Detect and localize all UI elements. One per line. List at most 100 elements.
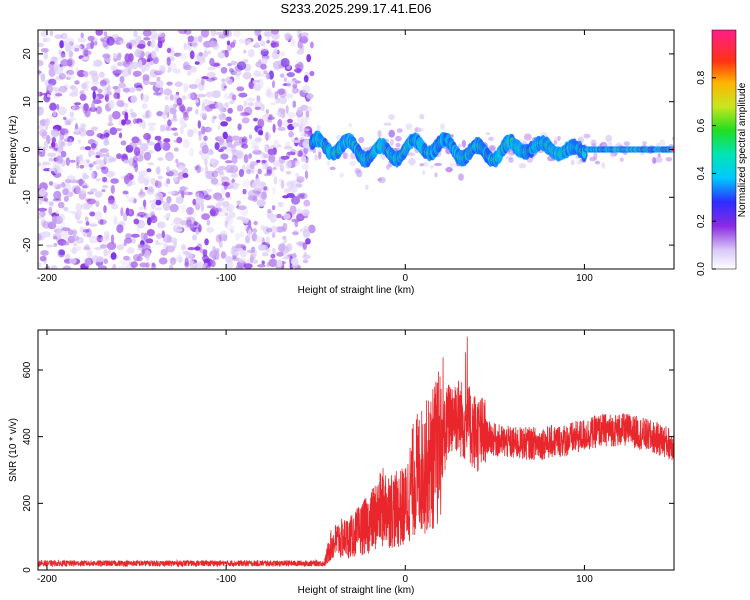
noise-blob [45,200,54,205]
noise-blob [280,57,290,68]
noise-blob [110,252,117,260]
x-tick-label: -200 [37,273,57,284]
signal-halo [659,139,665,147]
noise-blob [63,116,67,120]
noise-blob [229,68,234,73]
signal-halo [329,166,336,171]
noise-blob [166,235,172,243]
noise-blob [231,178,235,184]
figure-title: S233.2025.299.17.41.E06 [280,1,432,16]
noise-blob [107,122,114,127]
noise-blob [52,110,57,117]
noise-blob [59,40,64,49]
signal-halo [365,184,369,190]
noise-blob [173,147,179,152]
noise-blob [49,102,57,111]
noise-blob [222,131,228,140]
noise-blob [271,168,275,178]
noise-blob [170,222,176,226]
noise-blob [155,70,165,74]
noise-blob [291,252,297,260]
noise-blob [100,244,108,249]
noise-blob [146,168,152,173]
noise-blob [263,225,270,235]
noise-blob [196,93,207,98]
signal-halo [314,154,318,161]
noise-blob [195,196,204,206]
noise-blob [40,219,47,228]
noise-blob [140,93,144,101]
noise-blob [239,38,245,44]
noise-blob [99,219,104,225]
noise-blob [263,186,268,191]
noise-blob [136,225,140,234]
noise-blob [123,255,130,261]
noise-blob [235,243,243,249]
noise-blob [185,190,189,196]
noise-blob [252,187,262,194]
signal-halo [523,133,532,141]
noise-blob [209,209,216,217]
noise-blob [123,241,127,247]
noise-blob [58,73,66,80]
noise-blob [201,213,211,221]
noise-blob [130,261,138,268]
noise-blob [304,194,308,199]
noise-blob [91,255,100,263]
colorbar-tick-label: 0.0 [696,262,707,276]
noise-blob [265,109,269,114]
signal-halo [590,139,597,147]
noise-blob [118,132,123,139]
noise-blob [57,106,67,116]
noise-blob [264,145,269,152]
noise-blob [248,81,254,89]
noise-blob [154,79,164,88]
noise-blob [238,168,244,178]
noise-blob [47,83,54,92]
noise-blob [52,198,62,202]
noise-blob [266,166,273,174]
noise-blob [67,138,73,147]
y-tick-label: 400 [22,428,33,445]
x-tick-label: 100 [576,574,593,585]
noise-blob [222,141,229,149]
x-tick-label: -200 [37,574,57,585]
colorbar-tick-label: 0.2 [696,214,707,228]
noise-blob [291,195,300,205]
signal-halo [343,152,349,160]
noise-blob [291,87,299,94]
noise-blob [118,265,128,269]
noise-blob [261,57,268,65]
x-tick-label: -100 [216,273,236,284]
noise-blob [305,106,313,112]
noise-blob [183,83,189,93]
noise-blob [226,206,232,212]
noise-blob [133,118,137,124]
noise-blob [156,111,164,117]
noise-blob [174,256,184,262]
noise-blob [282,222,288,232]
noise-blob [128,157,136,167]
noise-blob [240,208,249,217]
noise-blob [39,255,47,262]
noise-blob [48,206,53,216]
noise-blob [120,140,127,146]
noise-blob [286,72,295,78]
noise-blob [215,168,221,173]
noise-blob [38,233,43,241]
noise-blob [187,129,194,138]
signal-halo [595,160,600,165]
noise-blob [266,72,270,80]
noise-blob [240,143,244,148]
noise-blob [88,235,98,244]
noise-blob [175,158,179,164]
noise-blob [51,141,56,148]
noise-blob [263,70,268,75]
noise-blob [247,229,252,238]
noise-blob [116,224,124,234]
noise-blob [233,141,242,146]
noise-blob [38,91,41,97]
noise-blob [60,221,66,230]
noise-blob [38,106,45,116]
noise-blob [54,87,60,96]
